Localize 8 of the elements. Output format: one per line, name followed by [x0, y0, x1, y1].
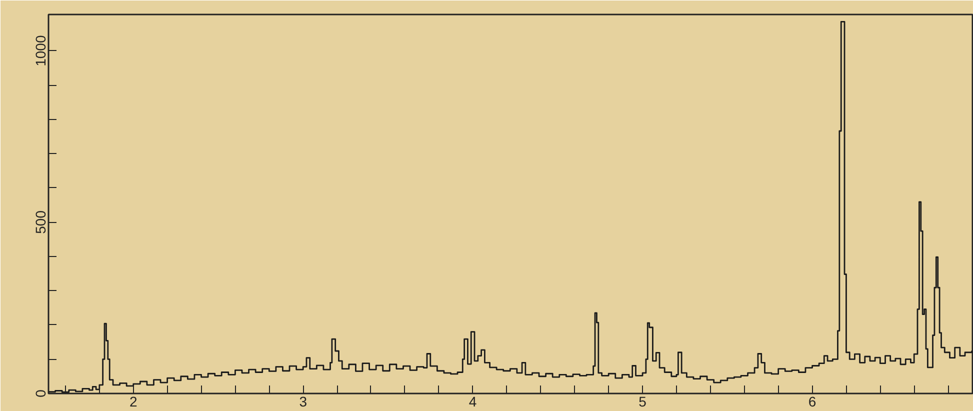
x-tick-label: 4 [468, 394, 477, 410]
x-tick-label: 2 [129, 394, 138, 410]
x-tick-label: 6 [808, 394, 816, 410]
y-tick-label: 500 [32, 210, 48, 234]
y-tick-label: 1000 [32, 35, 48, 66]
y-tick-label: 0 [32, 389, 48, 398]
x-tick-label: 5 [638, 394, 647, 410]
x-tick-label: 3 [299, 394, 308, 410]
